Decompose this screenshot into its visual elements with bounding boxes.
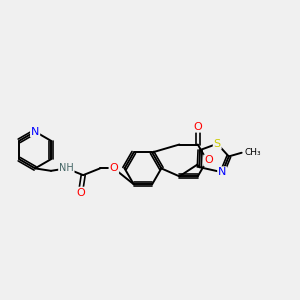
Text: O: O	[194, 122, 202, 132]
Text: O: O	[204, 155, 213, 165]
Text: O: O	[110, 164, 118, 173]
Text: CH₃: CH₃	[245, 148, 261, 157]
Text: S: S	[214, 139, 221, 149]
Text: N: N	[31, 127, 39, 136]
Text: N: N	[218, 167, 226, 177]
Text: NH: NH	[59, 164, 74, 173]
Text: O: O	[76, 188, 85, 198]
